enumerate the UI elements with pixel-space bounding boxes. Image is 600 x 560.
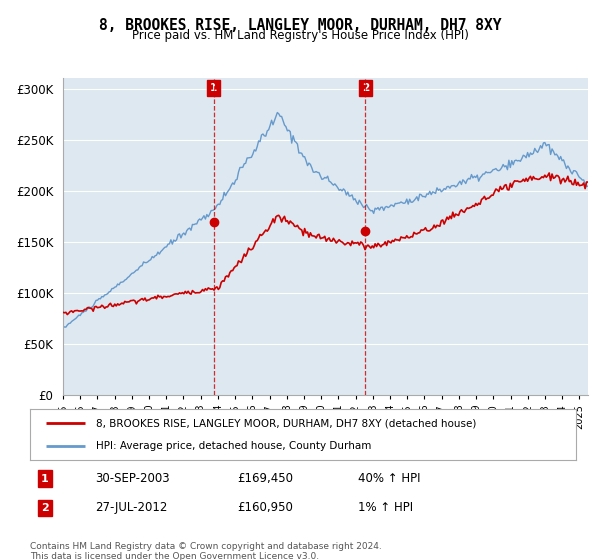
- Text: 1: 1: [41, 474, 49, 483]
- Text: 40% ↑ HPI: 40% ↑ HPI: [358, 472, 420, 485]
- Text: Price paid vs. HM Land Registry's House Price Index (HPI): Price paid vs. HM Land Registry's House …: [131, 29, 469, 42]
- Text: Contains HM Land Registry data © Crown copyright and database right 2024.
This d: Contains HM Land Registry data © Crown c…: [30, 542, 382, 560]
- Text: £169,450: £169,450: [238, 472, 293, 485]
- Text: 2: 2: [41, 503, 49, 513]
- Text: 30-SEP-2003: 30-SEP-2003: [95, 472, 170, 485]
- Text: HPI: Average price, detached house, County Durham: HPI: Average price, detached house, Coun…: [95, 441, 371, 451]
- Text: £160,950: £160,950: [238, 501, 293, 515]
- Text: 27-JUL-2012: 27-JUL-2012: [95, 501, 168, 515]
- Text: 8, BROOKES RISE, LANGLEY MOOR, DURHAM, DH7 8XY: 8, BROOKES RISE, LANGLEY MOOR, DURHAM, D…: [99, 18, 501, 33]
- Text: 1: 1: [210, 83, 217, 93]
- Text: 2: 2: [362, 83, 369, 93]
- Text: 8, BROOKES RISE, LANGLEY MOOR, DURHAM, DH7 8XY (detached house): 8, BROOKES RISE, LANGLEY MOOR, DURHAM, D…: [95, 418, 476, 428]
- Text: 1% ↑ HPI: 1% ↑ HPI: [358, 501, 413, 515]
